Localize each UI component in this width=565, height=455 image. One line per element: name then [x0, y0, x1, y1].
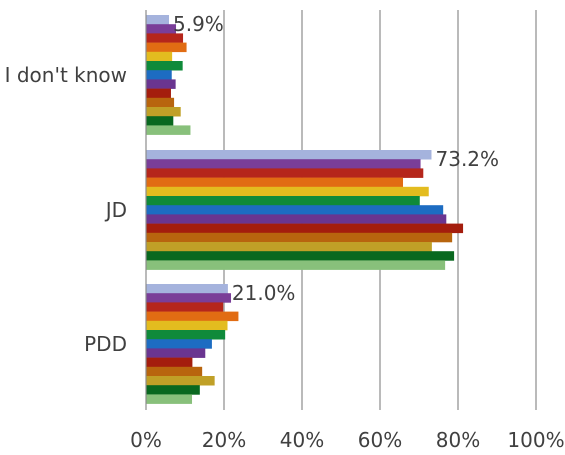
- bar-1-2: [146, 168, 424, 178]
- bar-2-7: [146, 348, 206, 358]
- bar-0-9: [146, 97, 175, 108]
- bar-0-4: [146, 51, 173, 62]
- bar-0-2: [146, 33, 184, 43]
- bar-0-5: [146, 61, 183, 71]
- bar-1-3: [146, 177, 404, 188]
- data-label-0: 5.9%: [173, 12, 224, 36]
- labels: 0% 20% 40% 60% 80% 100% I don't know JD PDD 5.9% 7…: [5, 12, 565, 452]
- bar-0-11: [146, 116, 174, 126]
- x-tick-label-3: 60%: [358, 428, 402, 452]
- x-tick-label-2: 40%: [280, 428, 324, 452]
- data-label-1: 73.2%: [436, 147, 500, 171]
- bar-1-6: [146, 205, 444, 215]
- category-label-0: I don't know: [5, 63, 127, 87]
- category-label-1: JD: [104, 198, 127, 222]
- bar-0-10: [146, 107, 181, 117]
- bar-0-0: [146, 15, 170, 25]
- bar-0-6: [146, 70, 172, 80]
- data-label-2: 21.0%: [232, 281, 296, 305]
- bar-1-4: [146, 186, 429, 197]
- bar-1-5: [146, 196, 420, 206]
- bar-1-12: [146, 260, 446, 270]
- bar-1-9: [146, 232, 453, 243]
- bar-1-11: [146, 251, 455, 261]
- x-tick-label-4: 80%: [436, 428, 480, 452]
- bars: [146, 15, 464, 404]
- bar-2-6: [146, 339, 212, 349]
- bar-1-8: [146, 223, 464, 234]
- bar-2-5: [146, 330, 226, 340]
- bar-2-0: [146, 284, 228, 294]
- bar-2-4: [146, 320, 228, 331]
- bar-0-7: [146, 79, 176, 89]
- bar-2-10: [146, 376, 215, 386]
- bar-2-9: [146, 366, 203, 377]
- bar-2-8: [146, 357, 193, 368]
- bar-2-2: [146, 302, 224, 312]
- x-tick-label-1: 20%: [202, 428, 246, 452]
- x-tick-label-0: 0%: [130, 428, 162, 452]
- category-label-2: PDD: [84, 332, 127, 356]
- bar-1-1: [146, 159, 421, 169]
- bar-0-1: [146, 24, 177, 34]
- bar-2-12: [146, 394, 193, 404]
- bar-2-11: [146, 385, 200, 395]
- bar-0-12: [146, 125, 191, 135]
- bar-1-7: [146, 214, 447, 224]
- x-tick-label-5: 100%: [507, 428, 564, 452]
- bar-2-3: [146, 311, 239, 322]
- bar-1-0: [146, 150, 432, 160]
- bar-0-8: [146, 88, 171, 99]
- bar-0-3: [146, 42, 187, 53]
- bar-1-10: [146, 242, 432, 252]
- bar-2-1: [146, 293, 232, 303]
